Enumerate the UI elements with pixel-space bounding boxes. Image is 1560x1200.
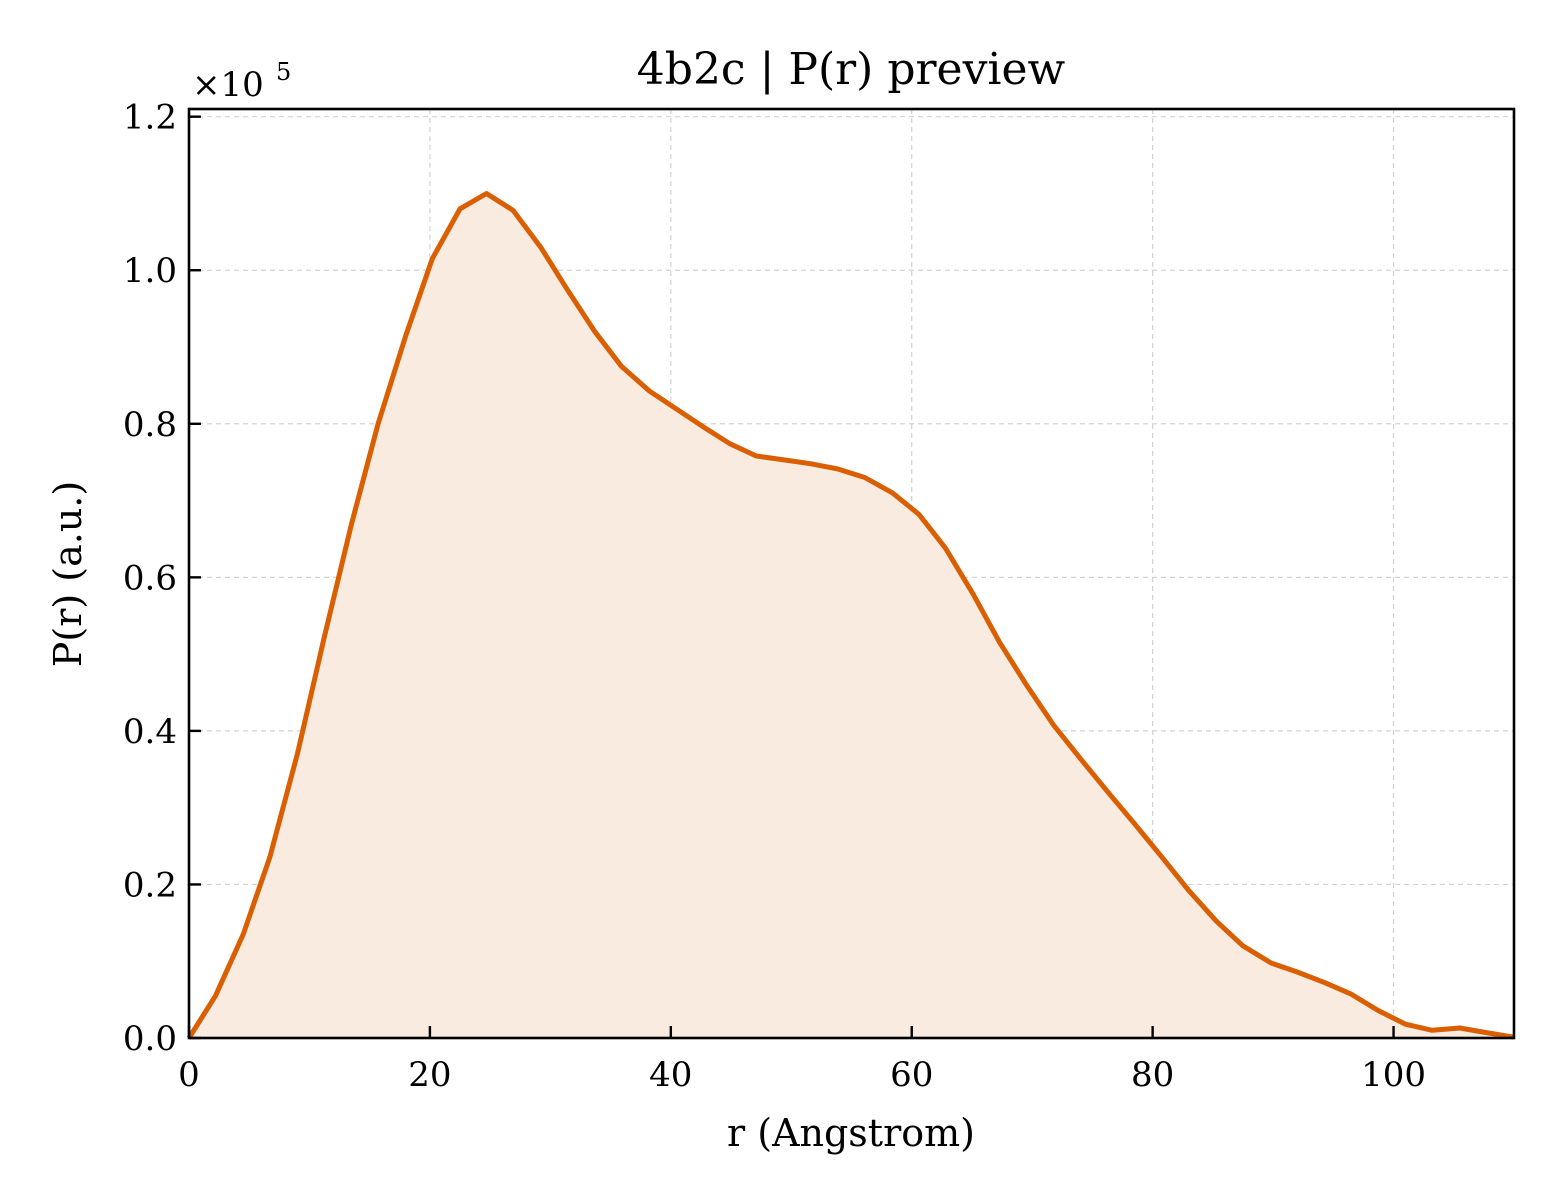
y-tick-label: 0.4	[123, 712, 177, 752]
x-ticks: 0 20 40 60 80 100	[178, 1026, 1426, 1095]
y-tick-label: 0.6	[123, 558, 177, 598]
y-tick-label: 0.8	[123, 405, 177, 445]
x-tick-label: 60	[890, 1055, 933, 1095]
y-ticks: 0.0 0.2 0.4 0.6 0.8 1.0 1.2	[123, 98, 201, 1059]
area-fill	[189, 193, 1514, 1038]
x-tick-label: 80	[1131, 1055, 1174, 1095]
y-tick-label: 1.2	[123, 98, 177, 138]
y-tick-label: 0.0	[123, 1019, 177, 1059]
x-tick-label: 40	[649, 1055, 692, 1095]
y-multiplier-base: ×10	[192, 65, 264, 105]
x-tick-label: 0	[178, 1055, 200, 1095]
y-multiplier-exponent: 5	[276, 58, 291, 86]
y-tick-label: 0.2	[123, 865, 177, 905]
x-axis-label: r (Angstrom)	[727, 1111, 975, 1155]
x-tick-label: 100	[1361, 1055, 1426, 1095]
chart-title: 4b2c | P(r) preview	[637, 44, 1066, 95]
data-line	[186, 191, 1515, 1040]
y-multiplier: ×10 5	[192, 58, 291, 105]
y-tick-label: 1.0	[123, 251, 177, 291]
plot-frame	[187, 107, 1516, 1040]
x-tick-label: 20	[408, 1055, 451, 1095]
y-axis-label: P(r) (a.u.)	[46, 481, 90, 667]
